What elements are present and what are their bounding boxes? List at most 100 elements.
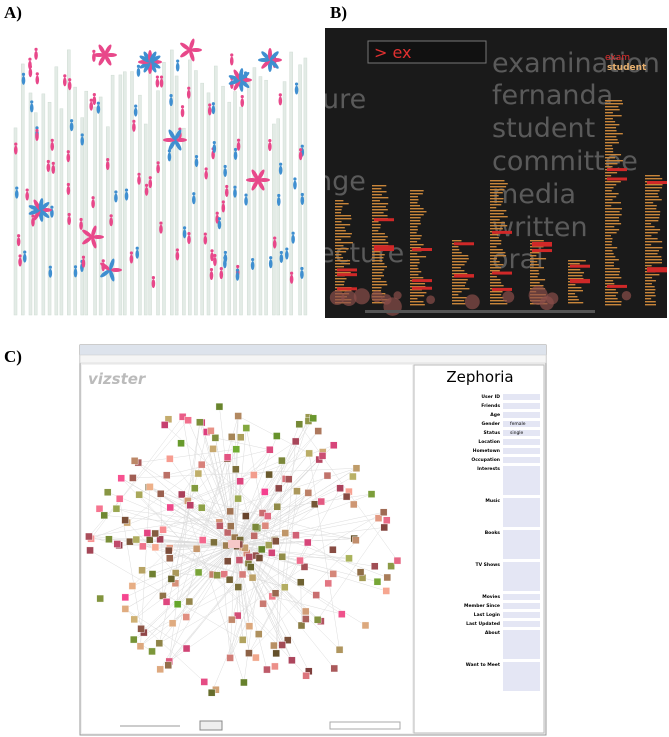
term-tick [410, 286, 426, 288]
term-tick [410, 271, 422, 273]
person-icon [51, 164, 56, 174]
term-tick [372, 251, 381, 253]
term-tick [490, 291, 503, 293]
term-tick [335, 200, 344, 202]
term-tick [605, 133, 623, 135]
term-tick [568, 296, 578, 298]
term-tick [335, 251, 347, 253]
person-head [67, 212, 71, 217]
term-tick [605, 229, 620, 231]
term-highlight [337, 273, 357, 277]
petal [33, 199, 41, 211]
term-tick [530, 279, 546, 281]
scrollbar[interactable] [365, 310, 595, 313]
profile-node [155, 639, 164, 647]
term-tick [410, 298, 418, 300]
edge [234, 428, 247, 546]
edge [234, 418, 314, 546]
petal [100, 262, 111, 271]
profile-node [342, 492, 351, 501]
stem [170, 49, 174, 316]
field-value [503, 603, 540, 609]
person-head [251, 257, 255, 262]
term-tick [568, 287, 582, 289]
person-head [92, 49, 96, 54]
person-icon [219, 270, 224, 280]
term-tick [410, 277, 424, 279]
edge [171, 544, 236, 580]
profile-node [374, 514, 383, 522]
bubble [353, 288, 370, 305]
term-highlight [647, 267, 667, 271]
person-icon [16, 237, 21, 247]
field-label: TV Shows [476, 562, 501, 568]
term-tick [490, 252, 506, 254]
person-head [236, 138, 241, 142]
term-tick [568, 260, 586, 262]
term-tick [372, 194, 382, 196]
profile-node [227, 522, 235, 530]
term-tick [335, 239, 342, 241]
profile-node [234, 583, 243, 591]
edge [190, 505, 236, 546]
profile-node [265, 541, 273, 549]
petal [239, 79, 250, 89]
edge [138, 448, 237, 463]
stem [264, 79, 268, 316]
edge [234, 435, 278, 546]
stem [246, 80, 251, 316]
person-head [101, 259, 105, 263]
person-head [46, 159, 50, 164]
term-tick [605, 298, 618, 300]
term-tick [568, 302, 584, 304]
person-icon [204, 170, 208, 180]
person-icon [18, 257, 22, 267]
profile-node [367, 490, 376, 498]
profile-node [291, 437, 300, 446]
term-tick [645, 208, 657, 210]
edge [317, 520, 388, 620]
term-highlight [337, 287, 357, 291]
person-head [230, 53, 234, 57]
profile-node [383, 573, 392, 582]
edge [138, 462, 269, 546]
edge [234, 527, 385, 546]
person-head [223, 250, 228, 255]
profile-node [139, 542, 147, 551]
profile-node [138, 566, 146, 574]
edge [201, 464, 268, 517]
field-label: Want to Meet [466, 662, 501, 668]
term-tick [410, 202, 418, 204]
person-head [79, 217, 83, 222]
term-highlight [337, 268, 357, 272]
term-tick [410, 253, 418, 255]
person-icon [192, 195, 196, 205]
person-head [73, 265, 78, 269]
profile-node [373, 577, 382, 586]
profile-node [330, 664, 338, 673]
profile-node [96, 594, 104, 603]
term-tick [410, 244, 424, 246]
term-tick [410, 274, 419, 276]
person-head [223, 164, 227, 169]
edge [234, 544, 340, 650]
term-tick [372, 278, 381, 280]
term-tick [605, 295, 616, 297]
word: ure [322, 84, 366, 115]
term-tick [605, 280, 614, 282]
profile-node [232, 465, 240, 474]
person-icon [186, 89, 191, 99]
button[interactable] [199, 720, 223, 731]
term-tick [372, 188, 382, 190]
profile-node [309, 414, 317, 423]
search-field[interactable] [329, 721, 401, 730]
profile-node [113, 540, 121, 548]
person-icon [28, 60, 32, 70]
term-tick [490, 204, 502, 206]
term-tick [568, 269, 581, 271]
person-head [35, 126, 39, 130]
edge [159, 511, 384, 644]
person-icon [276, 196, 281, 206]
edge [234, 491, 266, 546]
bubble [464, 294, 480, 310]
